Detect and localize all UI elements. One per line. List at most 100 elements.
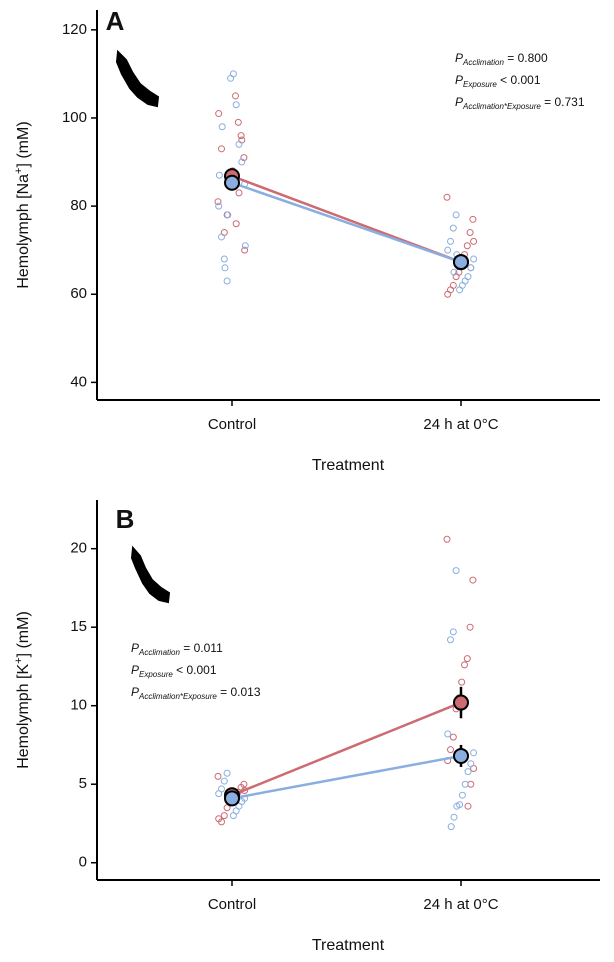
raw-point [452,567,460,575]
p-subscript: Exposure [463,80,497,89]
y-tick-label: 100 [62,109,87,126]
p-symbol: P [455,95,463,109]
mean-point [224,790,240,807]
raw-point [232,92,239,100]
raw-point [224,211,232,219]
p-symbol: P [131,641,139,655]
y-title-main: Hemolymph [Na [15,174,32,289]
raw-point [463,655,471,663]
p-value-annotation: PAcclimation*Exposure = 0.731 [455,95,585,111]
raw-point [215,110,223,118]
raw-point [461,780,469,788]
p-value-annotation: PExposure < 0.001 [455,73,541,89]
p-subscript: Exposure [139,670,173,679]
mean-point [224,174,240,191]
mean-point [453,747,469,764]
raw-point [241,242,249,250]
raw-point [449,224,457,232]
raw-point [229,812,237,820]
y-tick-label: 0 [79,854,87,871]
y-title-end: ] (mM) [15,611,32,657]
raw-point [238,136,246,144]
p-value-annotation: PAcclimation = 0.800 [455,51,548,67]
p-text: = 0.011 [180,641,223,655]
raw-point [467,264,475,272]
raw-point [218,233,225,241]
raw-point [238,158,246,166]
p-subscript: Acclimation*Exposure [138,692,217,701]
raw-point [458,281,466,289]
raw-point [449,281,457,289]
p-value-annotation: PAcclimation = 0.011 [131,641,223,657]
raw-point [463,242,471,250]
raw-point [469,215,477,223]
raw-point [470,237,478,245]
p-subscript: Acclimation [462,58,504,67]
raw-point [444,730,452,738]
raw-point [461,661,468,669]
raw-point [223,277,231,285]
raw-point [456,286,464,294]
p-text: < 0.001 [497,73,541,87]
y-tick-label: 60 [70,285,87,302]
y-tick-label: 5 [79,775,87,792]
raw-point [232,220,240,228]
raw-point [220,777,228,785]
raw-point [461,277,469,285]
y-title-sup: + [13,168,25,174]
raw-point [241,246,249,254]
raw-point [447,746,454,754]
y-title-main: Hemolymph [K [15,664,32,769]
mean-point [453,254,469,271]
raw-point [464,768,472,776]
raw-point [452,273,460,281]
raw-point [215,171,223,179]
raw-point [218,145,225,153]
raw-point [221,264,229,272]
raw-point [214,198,222,206]
raw-point [235,140,243,148]
raw-point [223,804,231,812]
insect-icon [130,545,171,604]
raw-point [452,211,460,219]
y-tick-label: 10 [70,697,87,714]
x-tick-label: 24 h at 0°C [423,416,498,433]
raw-point [469,576,477,584]
raw-point [450,813,458,821]
raw-point [235,189,243,197]
y-tick-label: 20 [70,540,87,557]
p-symbol: P [131,685,139,699]
raw-point [470,749,478,757]
p-text: < 0.001 [173,663,217,677]
raw-point [447,823,455,831]
mean-line [231,701,462,797]
y-tick-label: 120 [62,21,87,38]
p-subscript: Acclimation [138,648,180,657]
y-tick-label: 15 [70,618,87,635]
p-text: = 0.800 [504,51,548,65]
raw-point [449,733,457,741]
raw-point [218,123,226,131]
x-axis-title: Treatment [312,457,385,474]
raw-point [220,229,228,237]
insect-icon [115,49,160,108]
raw-point [215,815,223,823]
raw-point [237,132,245,140]
mean-line [231,754,462,800]
y-tick-label: 40 [70,373,87,390]
x-axis-title: Treatment [312,937,385,954]
raw-point [443,535,451,543]
p-subscript: Acclimation*Exposure [462,102,541,111]
panel-label: A [106,6,125,36]
raw-point [234,118,242,126]
raw-point [458,678,466,686]
y-axis-title: Hemolymph [K+] (mM) [13,611,32,769]
raw-point [447,286,454,294]
mean-line [231,181,462,264]
p-symbol: P [455,51,463,65]
raw-point [450,268,458,276]
raw-point [240,154,248,162]
raw-point [223,769,231,777]
raw-point [447,636,454,644]
